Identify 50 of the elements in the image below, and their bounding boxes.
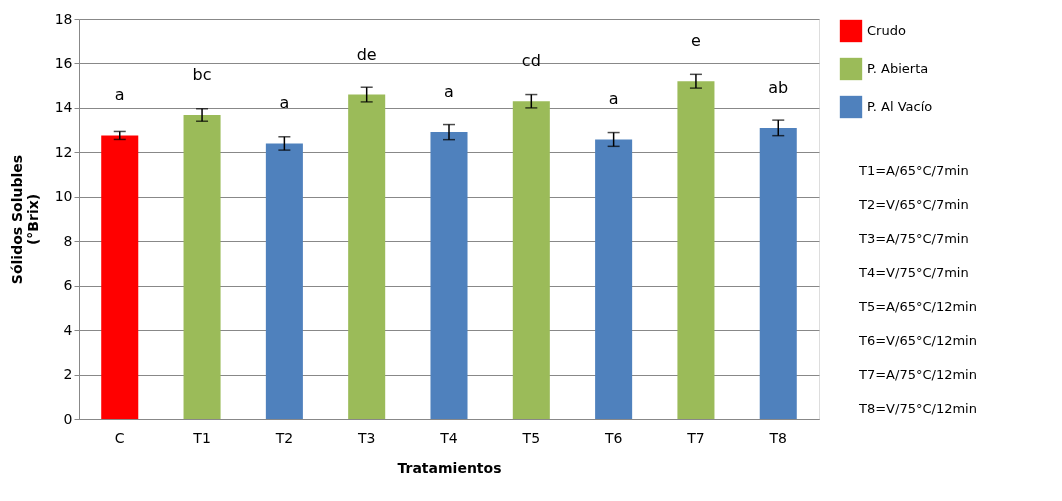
y-tick-label: 8 xyxy=(63,232,73,249)
y-tick-label: 6 xyxy=(63,277,73,294)
annotation: de xyxy=(356,44,377,64)
annotation: ab xyxy=(768,77,789,97)
x-tick-label: T6 xyxy=(603,429,623,446)
legend-label: Crudo xyxy=(867,23,906,38)
y-axis-title: Sólidos Solubles (°Brix) xyxy=(8,154,41,285)
text: T1=A/65°C/7min xyxy=(858,163,969,178)
x-tick-label: T5 xyxy=(521,429,541,446)
y-tick-label: 2 xyxy=(63,366,73,383)
annotation: a xyxy=(279,93,290,113)
x-tick-label: T3 xyxy=(356,429,376,446)
bar xyxy=(677,81,715,419)
x-tick-label: T4 xyxy=(439,429,458,446)
y-tick-label: 10 xyxy=(54,188,73,205)
legend-label: P. Al Vacío xyxy=(867,99,933,114)
annotation: a xyxy=(114,85,125,105)
x-tick-label: T8 xyxy=(768,429,787,446)
text: T2=V/65°C/7min xyxy=(858,197,969,212)
annotation: a xyxy=(444,82,454,102)
x-tick-label: C xyxy=(114,429,125,446)
bar xyxy=(183,115,221,419)
x-tick-label: T2 xyxy=(274,429,294,446)
legend-label: P. Abierta xyxy=(867,61,929,76)
text: T8=V/75°C/12min xyxy=(858,401,977,416)
x-tick-label: T1 xyxy=(192,429,211,446)
annotation: a xyxy=(608,89,619,109)
text: T3=A/75°C/7min xyxy=(858,231,969,246)
y-tick-label: 18 xyxy=(54,10,73,27)
y-tick-label: 16 xyxy=(54,54,73,71)
text: T7=A/75°C/12min xyxy=(858,367,977,382)
bar xyxy=(430,132,468,419)
text: T6=V/65°C/12min xyxy=(858,333,977,348)
bar xyxy=(265,143,303,419)
x-axis-title: Tratamientos xyxy=(397,459,502,476)
text: T4=V/75°C/7min xyxy=(858,265,969,280)
text: T5=A/65°C/12min xyxy=(858,299,977,314)
annotation: e xyxy=(691,31,701,51)
y-tick-label: 4 xyxy=(63,321,73,338)
y-tick-label: 12 xyxy=(54,143,73,160)
bar xyxy=(101,135,139,419)
bar xyxy=(512,101,550,419)
y-tick-label: 0 xyxy=(63,410,73,427)
bar xyxy=(348,94,386,419)
x-tick-label: T7 xyxy=(686,429,705,446)
bar xyxy=(759,127,797,419)
annotation: cd xyxy=(521,51,541,71)
bar xyxy=(595,139,633,419)
annotation: bc xyxy=(192,65,212,84)
y-tick-label: 14 xyxy=(54,99,73,116)
